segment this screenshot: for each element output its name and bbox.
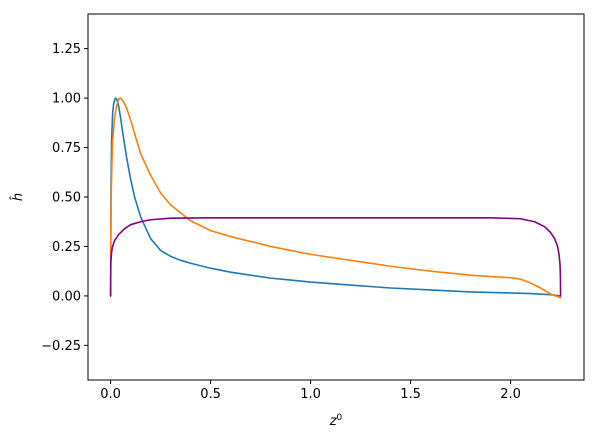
y-tick-label: 0.50: [52, 191, 81, 206]
x-tick-label: 1.0: [300, 387, 321, 402]
x-tick-label: 1.5: [400, 387, 421, 402]
y-tick-label: −0.25: [41, 339, 81, 354]
x-axis-label-text: z: [329, 414, 338, 429]
y-tick-label: 1.25: [52, 42, 81, 57]
y-tick-label: 1.00: [52, 92, 81, 107]
y-axis: −0.25 0.00 0.25 0.50 0.75 1.00 1.25: [41, 42, 88, 354]
x-tick-label: 0.5: [200, 387, 221, 402]
y-tick-label: 0.75: [52, 141, 81, 156]
y-tick-label: 0.25: [52, 240, 81, 255]
y-tick-label: 0.00: [52, 289, 81, 304]
series-line-1: [109, 97, 562, 297]
series-layer: [109, 97, 562, 299]
x-axis-label-superscript: 0: [337, 413, 343, 423]
x-axis-label: z0: [329, 413, 343, 429]
y-axis-label: ĥ: [10, 193, 26, 201]
series-line-2: [109, 97, 562, 299]
x-tick-label: 2.0: [500, 387, 521, 402]
x-axis: 0.0 0.5 1.0 1.5 2.0: [100, 380, 521, 402]
x-tick-label: 0.0: [100, 387, 121, 402]
series-line-3: [109, 216, 562, 297]
